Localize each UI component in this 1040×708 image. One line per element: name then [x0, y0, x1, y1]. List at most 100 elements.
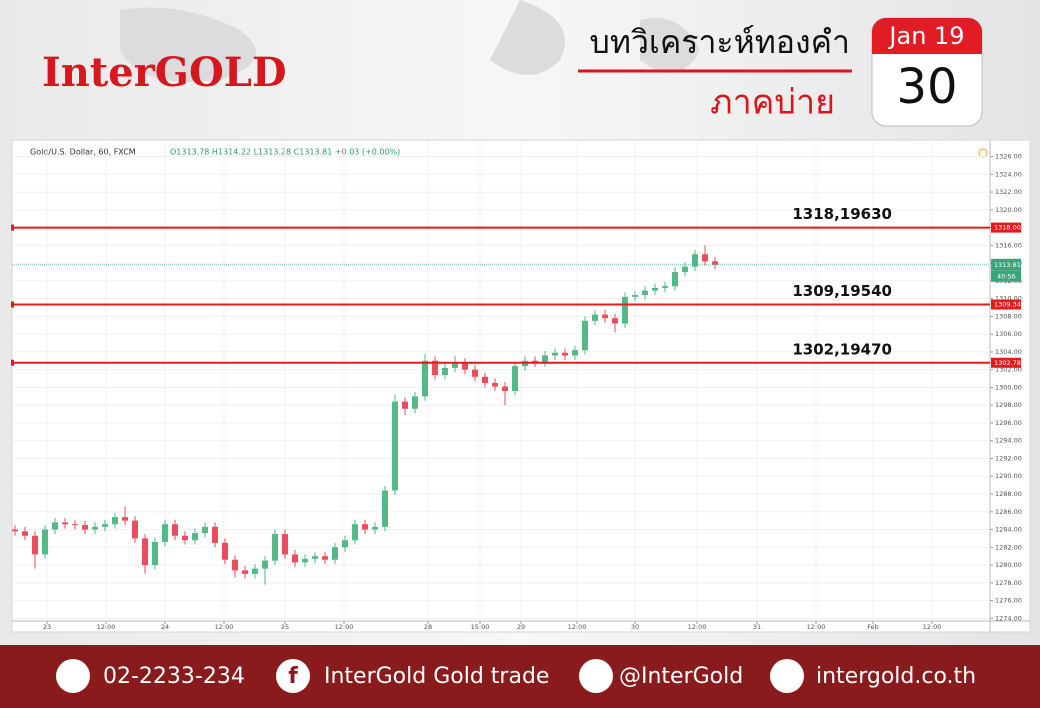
- candle-body: [682, 266, 688, 272]
- candle-body: [412, 396, 418, 409]
- candle-body: [652, 287, 658, 291]
- candle-body: [182, 535, 188, 541]
- y-tick-label: 1326.00: [995, 153, 1022, 161]
- candle-body: [142, 538, 148, 566]
- globe-icon: [770, 659, 804, 693]
- last-price-tag: [991, 258, 1021, 271]
- y-tick-label: 1292.00: [995, 454, 1022, 462]
- candle-body: [192, 533, 198, 541]
- subtitle: ภาคบ่าย: [710, 83, 835, 123]
- y-tick-label: 1290.00: [995, 472, 1022, 480]
- y-tick-label: 1310.00: [995, 295, 1022, 303]
- candle-body: [392, 401, 398, 491]
- level-note: 1318,19630: [792, 205, 892, 223]
- candle-body: [282, 533, 288, 555]
- last-price-label: 1313.81: [994, 261, 1021, 269]
- candle-body: [262, 560, 268, 569]
- y-tick-label: 1288.00: [995, 490, 1022, 498]
- level-note: 1302,19470: [792, 340, 892, 358]
- y-tick-label: 1308.00: [995, 312, 1022, 320]
- candle-body: [92, 526, 98, 530]
- candle-body: [342, 540, 348, 548]
- candle-body: [582, 320, 588, 351]
- logo: InterGOLD: [42, 49, 287, 96]
- candle-body: [212, 526, 218, 543]
- x-tick-label: 28: [424, 623, 432, 631]
- candle-body: [512, 366, 518, 391]
- x-tick-label: 12:00: [97, 623, 116, 631]
- candle-body: [372, 526, 378, 530]
- y-tick-label: 1294.00: [995, 437, 1022, 445]
- y-tick-label: 1282.00: [995, 543, 1022, 551]
- candle-body: [712, 261, 718, 265]
- candle-body: [22, 531, 28, 536]
- candle-body: [402, 401, 408, 409]
- candle-body: [162, 524, 168, 542]
- candle-body: [472, 369, 478, 377]
- x-tick-label: 25: [281, 623, 289, 631]
- candle-body: [592, 314, 598, 321]
- level-tag: [991, 357, 1021, 368]
- level-price: 1309.34: [994, 300, 1021, 308]
- phone-icon: [56, 659, 90, 693]
- x-tick-label: 24: [161, 623, 169, 631]
- facebook: InterGold Gold trade: [324, 664, 549, 689]
- candle-body: [52, 522, 58, 530]
- candle-body: [272, 533, 278, 561]
- y-tick-label: 1280.00: [995, 561, 1022, 569]
- y-tick-label: 1306.00: [995, 330, 1022, 338]
- candle-body: [602, 314, 608, 319]
- candle-body: [222, 542, 228, 560]
- candle-body: [622, 296, 628, 324]
- level-note: 1309,19540: [792, 282, 892, 300]
- x-tick-label: 12:00: [568, 623, 587, 631]
- x-tick-label: 29: [517, 623, 525, 631]
- candle-body: [642, 290, 648, 296]
- candle-body: [72, 524, 78, 526]
- candle-body: [692, 254, 698, 267]
- candle-body: [302, 558, 308, 563]
- candle-body: [612, 318, 618, 324]
- candle-body: [482, 376, 488, 383]
- candle-body: [12, 529, 18, 532]
- level-end: [11, 301, 14, 308]
- y-tick-label: 1276.00: [995, 597, 1022, 605]
- candle-body: [672, 271, 678, 287]
- y-tick-label: 1286.00: [995, 508, 1022, 516]
- candle-body: [312, 556, 318, 559]
- x-tick-label: 23: [43, 623, 51, 631]
- candle-body: [322, 556, 328, 560]
- map-shape: [120, 0, 700, 82]
- candle-body: [422, 360, 428, 397]
- countdown: 40:56: [997, 272, 1016, 280]
- level-price: 1302.78: [994, 359, 1021, 367]
- candle-body: [542, 355, 548, 363]
- title: บทวิเคราะห์ทองคำ: [590, 23, 850, 61]
- website: intergold.co.th: [816, 664, 976, 689]
- candle-body: [132, 520, 138, 539]
- y-tick-label: 1324.00: [995, 170, 1022, 178]
- y-tick-label: 1304.00: [995, 348, 1022, 356]
- candle-body: [702, 254, 708, 262]
- y-tick-label: 1298.00: [995, 401, 1022, 409]
- countdown-tag: [991, 270, 1021, 282]
- y-tick-label: 1320.00: [995, 206, 1022, 214]
- y-tick-label: 1316.00: [995, 241, 1022, 249]
- candle-body: [532, 360, 538, 363]
- line-icon: [579, 659, 613, 693]
- candle-body: [632, 295, 638, 297]
- candle-body: [82, 525, 88, 530]
- candle-body: [62, 522, 68, 525]
- x-tick-label: 12:00: [923, 623, 942, 631]
- candle-body: [122, 517, 128, 521]
- x-tick-label: 12:00: [688, 623, 707, 631]
- footer-bar: [0, 645, 1040, 708]
- level-end: [11, 359, 14, 366]
- candle-body: [362, 524, 368, 530]
- candle-body: [462, 362, 468, 370]
- y-tick-label: 1278.00: [995, 579, 1022, 587]
- candle-body: [442, 367, 448, 376]
- y-tick-label: 1296.00: [995, 419, 1022, 427]
- candle-body: [502, 386, 508, 391]
